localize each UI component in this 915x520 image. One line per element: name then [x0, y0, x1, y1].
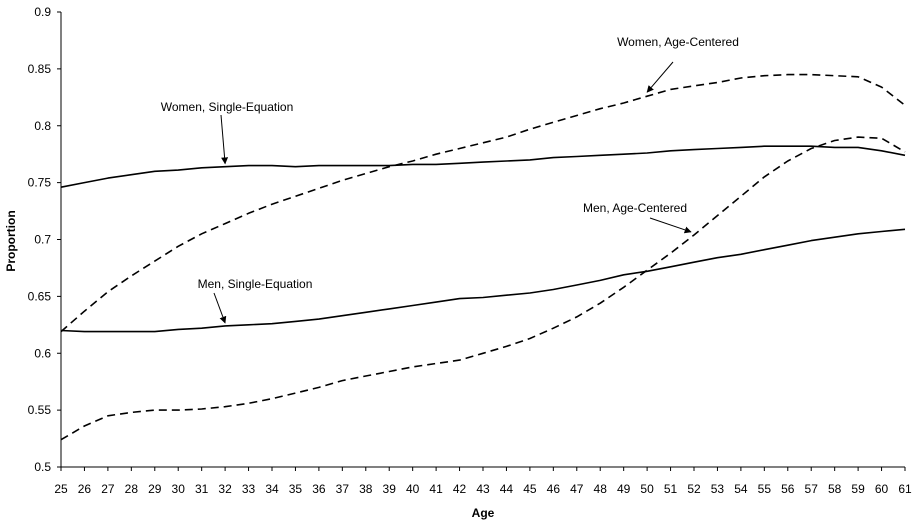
series-line-women-single-equation	[60, 145, 906, 188]
x-tick-label: 43	[476, 482, 490, 496]
x-tick-label: 34	[265, 482, 279, 496]
x-tick-label: 59	[851, 482, 865, 496]
x-tick-label: 54	[734, 482, 748, 496]
x-tick-label: 33	[242, 482, 256, 496]
annotation-arrow-men-age-centered	[649, 217, 692, 234]
annotation-arrow-men-single-equation	[213, 292, 227, 324]
x-tick-label: 44	[500, 482, 514, 496]
x-tick-label: 31	[195, 482, 209, 496]
plot-lines	[60, 73, 906, 441]
x-tick-label: 27	[101, 482, 115, 496]
x-tick-label: 37	[336, 482, 350, 496]
annotations: Women, Age-Centered Women, Single-Equatio…	[161, 35, 739, 324]
y-tick-label: 0.9	[34, 5, 51, 19]
x-tick-label: 35	[289, 482, 303, 496]
x-tick-label: 42	[453, 482, 467, 496]
x-tick-label: 36	[312, 482, 326, 496]
x-tick-label: 57	[805, 482, 819, 496]
x-tick-label: 48	[594, 482, 608, 496]
x-tick-label: 25	[54, 482, 68, 496]
annotation-women-single-equation: Women, Single-Equation	[161, 100, 294, 114]
y-tick-label: 0.7	[34, 233, 51, 247]
x-tick-label: 45	[523, 482, 537, 496]
x-tick-label: 28	[125, 482, 139, 496]
x-tick-label: 29	[148, 482, 162, 496]
x-tick-label: 40	[406, 482, 420, 496]
x-axis-title: Age	[472, 506, 495, 520]
annotation-men-age-centered: Men, Age-Centered	[583, 201, 687, 215]
x-tick-label: 47	[570, 482, 584, 496]
y-tick-label: 0.55	[28, 403, 52, 417]
y-tick-label: 0.75	[28, 176, 52, 190]
x-tick-label: 41	[429, 482, 443, 496]
x-tick-label: 26	[78, 482, 92, 496]
y-tick-label: 0.5	[34, 460, 51, 474]
x-tick-label: 32	[218, 482, 232, 496]
y-axis-title: Proportion	[4, 210, 18, 271]
y-tick-label: 0.65	[28, 289, 52, 303]
x-tick-label: 39	[383, 482, 397, 496]
series-line-men-single-equation	[60, 228, 906, 333]
y-tick-label: 0.6	[34, 346, 51, 360]
x-tick-label: 58	[828, 482, 842, 496]
annotation-arrow-women-age-centered	[646, 61, 674, 93]
x-tick-label: 50	[640, 482, 654, 496]
x-tick-label: 56	[781, 482, 795, 496]
series-line-women-age-centered	[60, 73, 906, 333]
x-tick-label: 60	[875, 482, 889, 496]
annotation-men-single-equation: Men, Single-Equation	[198, 277, 313, 291]
x-tick-label: 51	[664, 482, 678, 496]
x-tick-label: 53	[711, 482, 725, 496]
annotation-arrow-women-single-equation	[220, 114, 229, 165]
series-line-men-age-centered	[60, 136, 906, 441]
x-tick-label: 49	[617, 482, 631, 496]
x-tick-label: 46	[547, 482, 561, 496]
y-tick-label: 0.8	[34, 119, 51, 133]
x-tick-label: 55	[758, 482, 772, 496]
y-tick-label: 0.85	[28, 62, 52, 76]
annotation-women-age-centered: Women, Age-Centered	[617, 35, 739, 49]
x-tick-label: 30	[172, 482, 186, 496]
x-tick-label: 38	[359, 482, 373, 496]
x-tick-label: 52	[687, 482, 701, 496]
axes: 0.5 0.55 0.6 0.65 0.7 0.75 0.8 0.85 0.9 25 26 27 28 2…	[28, 5, 912, 496]
x-tick-label: 61	[898, 482, 912, 496]
